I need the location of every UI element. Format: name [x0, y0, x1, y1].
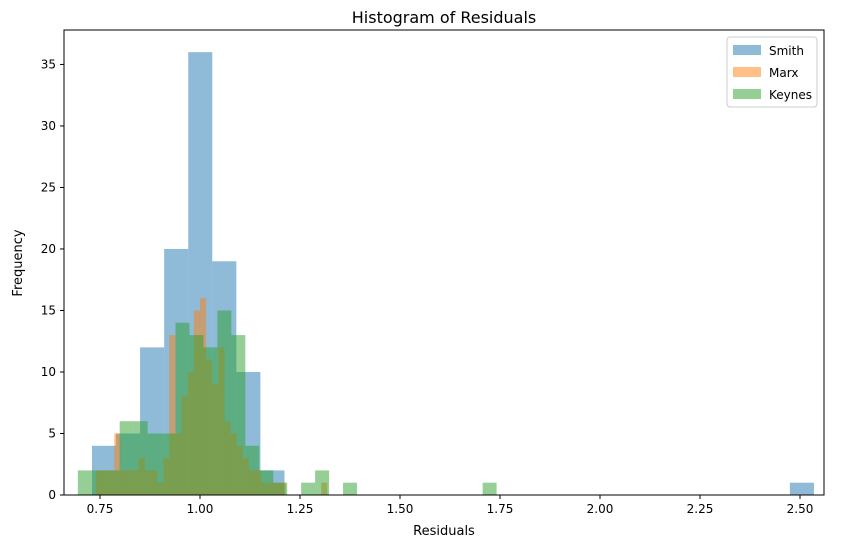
y-tick-label: 15	[41, 303, 56, 317]
bar	[482, 482, 497, 495]
x-axis-ticks: 0.75 1.00 1.25 1.50 1.75 2.00 2.25 2.50	[87, 495, 814, 516]
y-tick-label: 5	[48, 426, 56, 440]
x-tick-label: 1.00	[187, 502, 214, 516]
bar	[169, 335, 176, 495]
bar	[301, 482, 316, 495]
y-tick-label: 35	[41, 57, 56, 71]
bar	[161, 433, 176, 495]
bar	[114, 433, 121, 495]
y-tick-label: 30	[41, 119, 56, 133]
bar	[203, 347, 218, 495]
legend-label-smith: Smith	[769, 44, 804, 58]
legend-swatch-keynes	[733, 89, 761, 99]
y-axis-label: Frequency	[11, 229, 26, 296]
legend: Smith Marx Keynes	[726, 36, 818, 108]
x-tick-label: 2.25	[687, 502, 714, 516]
y-tick-label: 0	[48, 488, 56, 502]
y-axis-ticks: 0 5 10 15 20 25 30 35	[41, 57, 64, 502]
bar	[343, 482, 357, 495]
legend-swatch-marx	[733, 67, 761, 77]
x-tick-label: 1.50	[387, 502, 414, 516]
x-tick-label: 1.25	[287, 502, 314, 516]
x-tick-label: 0.75	[87, 502, 114, 516]
x-tick-label: 1.75	[487, 502, 514, 516]
bar	[189, 335, 204, 495]
x-tick-label: 2.00	[587, 502, 614, 516]
bar	[789, 482, 814, 495]
y-tick-label: 25	[41, 180, 56, 194]
bar	[175, 322, 190, 495]
bar	[77, 470, 92, 495]
plot-frame	[63, 29, 825, 496]
legend-label-marx: Marx	[769, 66, 798, 80]
series-keynes	[77, 310, 497, 495]
chart-title: Histogram of Residuals	[352, 8, 537, 27]
bar	[315, 470, 330, 495]
bar	[259, 470, 274, 495]
bars-layer	[77, 52, 814, 496]
bar	[147, 433, 162, 495]
x-axis-label: Residuals	[413, 524, 475, 539]
bar	[119, 421, 134, 495]
y-tick-label: 20	[41, 242, 56, 256]
x-tick-label: 2.50	[787, 502, 814, 516]
legend-label-keynes: Keynes	[769, 88, 812, 102]
bar	[231, 335, 246, 495]
bar	[217, 310, 232, 495]
bar	[133, 421, 148, 495]
legend-swatch-smith	[733, 45, 761, 55]
bar	[105, 470, 120, 495]
bar	[273, 482, 288, 495]
bar	[91, 470, 106, 495]
y-tick-label: 10	[41, 365, 56, 379]
bar	[245, 445, 260, 495]
